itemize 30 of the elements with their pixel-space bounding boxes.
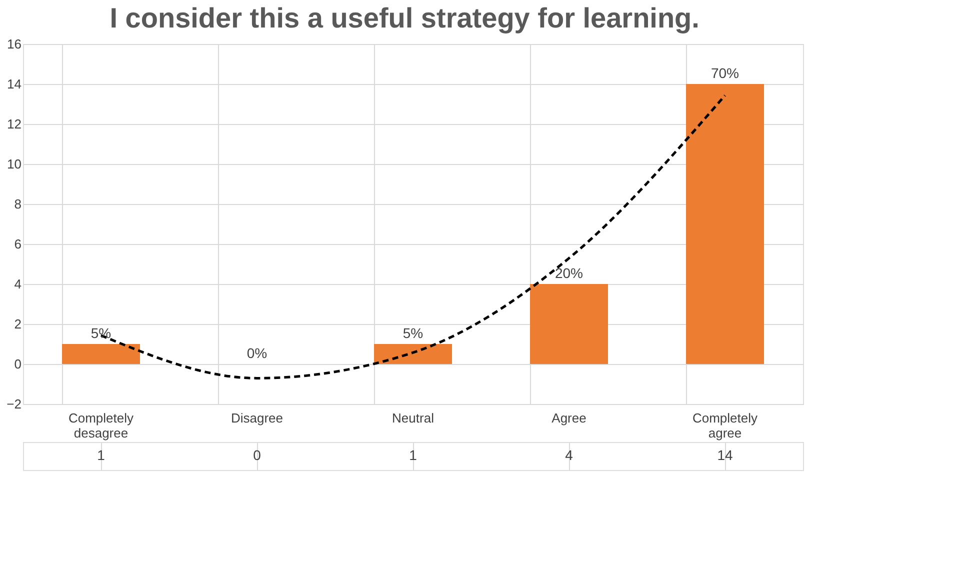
bar	[62, 344, 140, 364]
data-label: 4	[565, 447, 574, 463]
y-tick-label: 2	[14, 316, 22, 332]
y-tick-label: 0	[14, 356, 22, 372]
x-tick-label: Neutral	[392, 410, 434, 426]
y-tick-label: 6	[14, 236, 22, 252]
y-tick-label: 10	[7, 156, 22, 172]
y-tick-label: 14	[7, 76, 22, 92]
annotation: 0%	[246, 345, 268, 361]
y-tick-label: 8	[14, 196, 22, 212]
annotation: 20%	[554, 265, 584, 281]
data-label: 14	[717, 447, 733, 463]
data-label: 0	[253, 447, 262, 463]
x-tick-label: Completely agree	[692, 410, 758, 440]
data-label: 1	[409, 447, 418, 463]
annotation: 5%	[402, 325, 424, 341]
y-tick-label: 12	[7, 116, 22, 132]
chart-title: I consider this a useful strategy for learning.	[110, 2, 700, 34]
x-tick-label: Agree	[552, 410, 586, 426]
bar	[374, 344, 452, 364]
y-tick-label: −2	[6, 396, 22, 412]
bar	[530, 284, 608, 364]
annotation: 70%	[710, 65, 740, 81]
x-tick-label: Completely desagree	[68, 410, 134, 440]
annotation: 5%	[90, 325, 112, 341]
data-label: 1	[97, 447, 106, 463]
x-tick-label: Disagree	[230, 410, 284, 426]
bar	[686, 84, 764, 364]
y-tick-label: 4	[14, 276, 22, 292]
y-tick-label: 16	[7, 36, 22, 52]
